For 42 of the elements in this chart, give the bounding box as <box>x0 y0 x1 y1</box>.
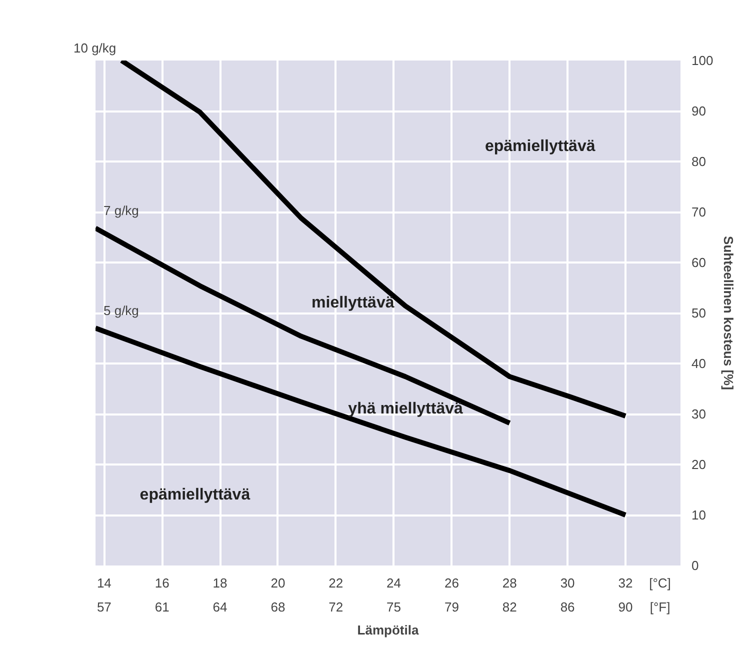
series-label: 7 g/kg <box>104 203 139 218</box>
x2-tick-label: 64 <box>212 600 228 614</box>
x-tick-label: 16 <box>154 576 170 590</box>
y-tick-label: 20 <box>692 457 706 472</box>
x2-tick-label: 79 <box>444 600 459 614</box>
annotation: epämiellyttävä <box>484 138 596 155</box>
y-tick-label: 50 <box>692 306 706 320</box>
series-label: 10 g/kg <box>74 40 116 56</box>
y-tick-label: 90 <box>692 104 706 118</box>
x-tick-label: 18 <box>212 576 228 590</box>
x2-tick-label: 82 <box>502 600 517 614</box>
x2-tick-label: 57 <box>96 600 112 614</box>
annotation: epämiellyttävä <box>140 486 250 504</box>
y-tick-label: 10 <box>692 508 706 522</box>
x2-tick-label: 86 <box>560 600 575 614</box>
text: [°C] <box>649 576 671 590</box>
y-tick-label: 30 <box>692 406 706 422</box>
x-tick-label: 24 <box>386 576 402 590</box>
y-tick-label: 70 <box>692 204 706 220</box>
y-tick-label: 60 <box>692 255 706 270</box>
annotation: miellyttävä <box>312 294 394 312</box>
x-tick-label: 32 <box>618 576 633 590</box>
x-tick-label: 30 <box>560 576 575 590</box>
x2-tick-label: 72 <box>328 600 344 614</box>
text: [°F] <box>650 600 670 614</box>
series-label: 5 g/kg <box>104 303 139 318</box>
y-tick-label: 80 <box>692 154 706 169</box>
annotation: yhä miellyttävä <box>348 400 464 418</box>
x-axis-title: Lämpötila <box>357 622 420 638</box>
y-tick-label: 0 <box>692 558 699 573</box>
x-tick-label: 14 <box>96 576 112 590</box>
x2-tick-label: 61 <box>154 600 170 614</box>
x2-tick-label: 90 <box>618 600 633 614</box>
x-tick-label: 22 <box>328 576 344 590</box>
y-axis-title: Suhteellinen kosteus [%] <box>721 236 736 390</box>
x-tick-label: 28 <box>502 576 517 590</box>
x2-tick-label: 75 <box>386 600 402 614</box>
x-tick-label: 26 <box>444 576 459 590</box>
x-tick-label: 20 <box>270 576 286 590</box>
y-tick-label: 100 <box>692 53 714 68</box>
y-tick-label: 40 <box>692 356 706 371</box>
x2-tick-label: 68 <box>270 600 286 614</box>
